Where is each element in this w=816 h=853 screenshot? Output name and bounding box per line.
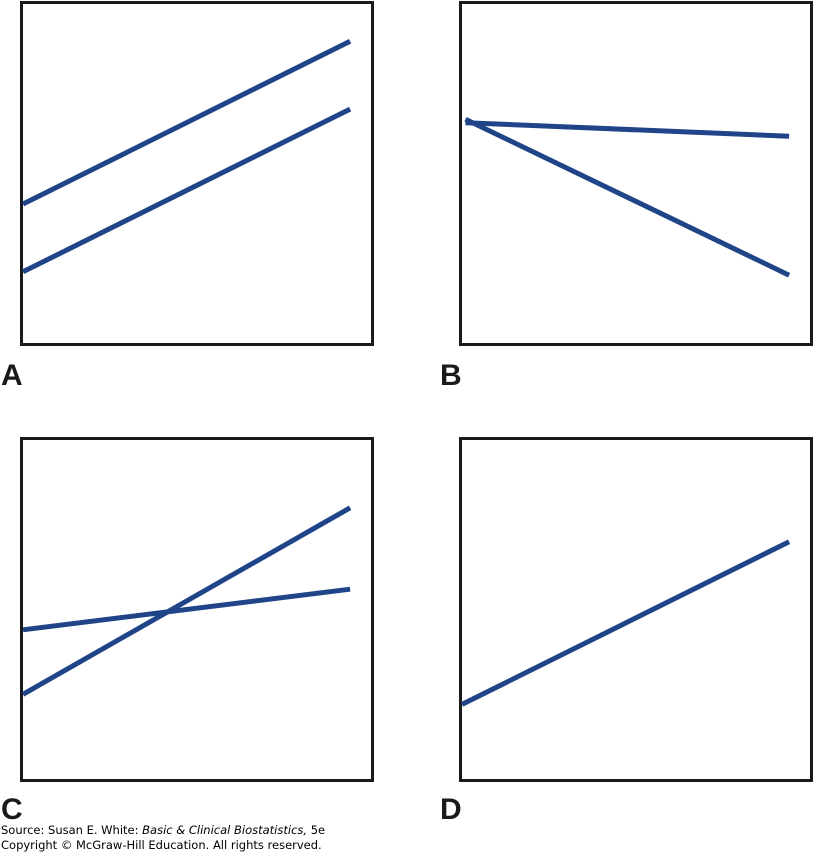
panel-label-a: A: [1, 359, 23, 392]
chart-panel-b: [459, 1, 813, 346]
panel-b-line-2: [464, 117, 791, 278]
panel-b-line-1: [465, 120, 790, 139]
panel-label-c: C: [1, 793, 23, 826]
chart-plot-d: [460, 539, 791, 707]
copyright-line: Copyright © McGraw-Hill Education. All r…: [1, 838, 322, 852]
source-line: Source: Susan E. White: Basic & Clinical…: [1, 823, 325, 838]
chart-panel-d: [459, 437, 813, 782]
source-citation: Source: Susan E. White: Basic & Clinical…: [1, 823, 325, 853]
panel-c-line-2: [21, 505, 352, 697]
chart-plot-c: [21, 505, 352, 697]
chart-plot-a: [21, 39, 352, 275]
panel-label-b: B: [440, 359, 462, 392]
source-book-title: Basic & Clinical Biostatistics,: [142, 823, 308, 837]
chart-panel-c: [20, 437, 374, 782]
panel-c-line-1: [22, 586, 351, 633]
chart-plot-b: [464, 117, 791, 278]
panel-a-line-2: [21, 106, 352, 275]
panel-a-line-1: [21, 39, 352, 207]
panel-d-line-1: [460, 539, 791, 707]
panel-label-d: D: [440, 793, 462, 826]
source-edition: 5e: [307, 823, 326, 837]
source-prefix: Source: Susan E. White:: [1, 823, 143, 837]
chart-panel-a: [20, 1, 374, 346]
